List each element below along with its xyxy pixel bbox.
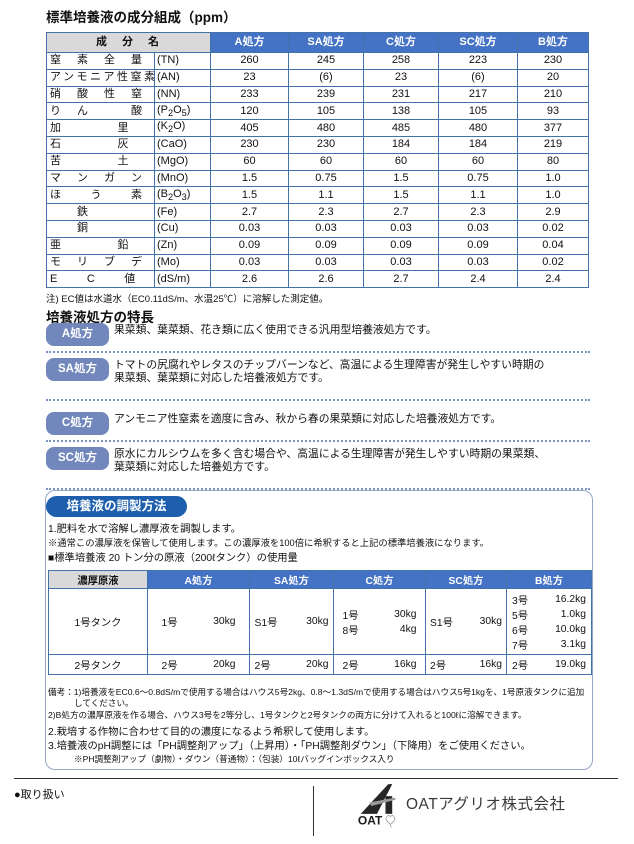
svg-text:OAT: OAT (358, 813, 383, 827)
